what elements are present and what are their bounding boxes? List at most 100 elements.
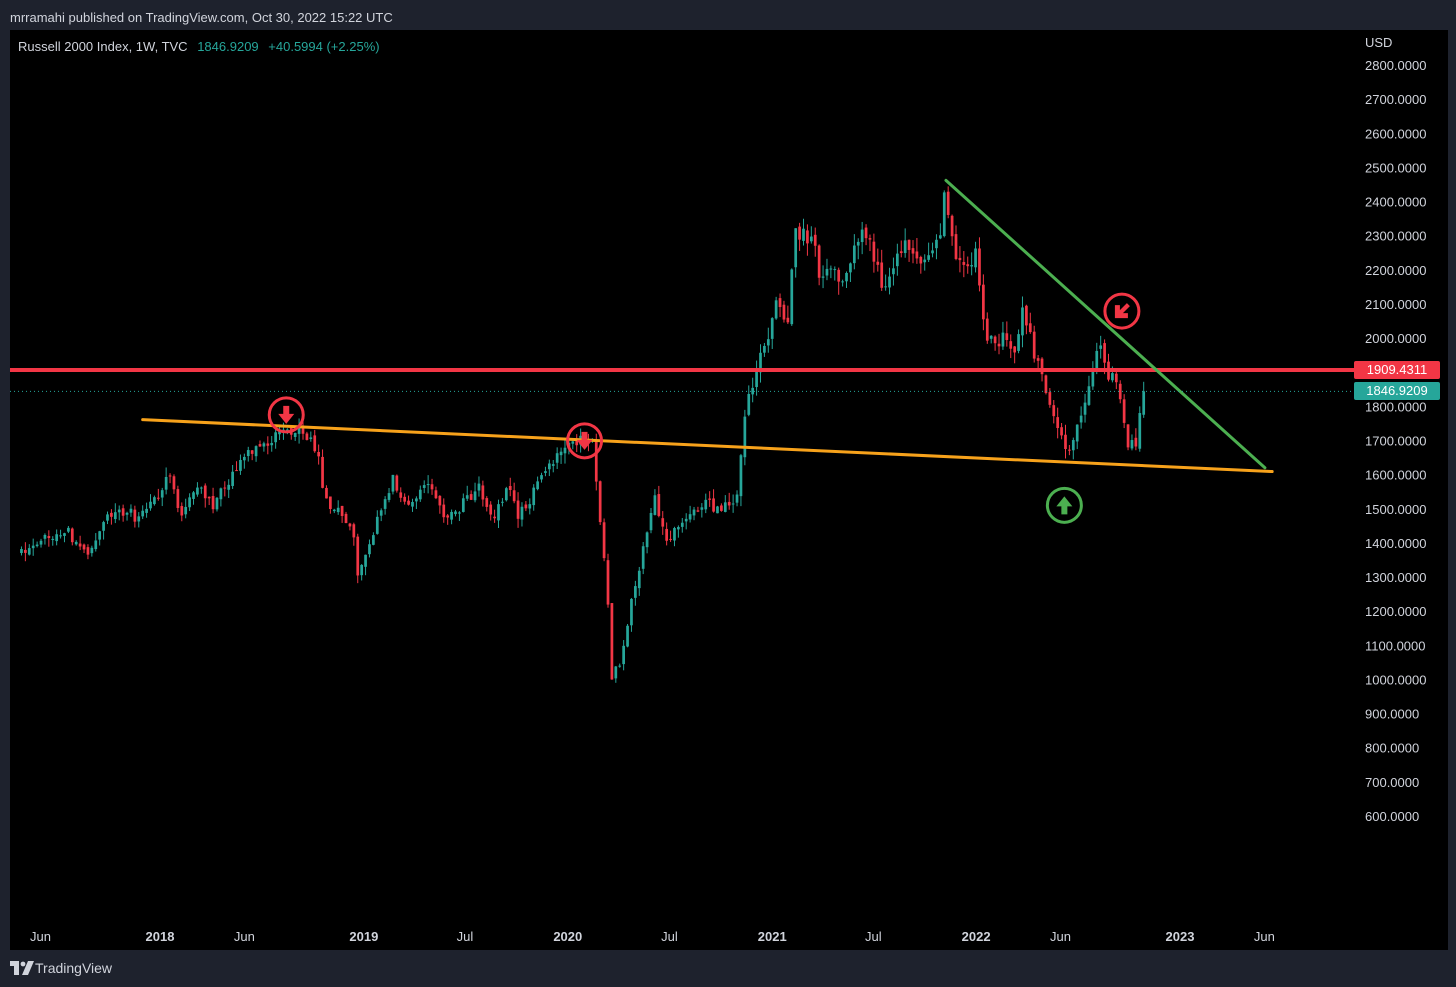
candle-body xyxy=(622,645,625,665)
chart-pane[interactable]: 2800.0000 2700.0000 2600.0000 2500.0000 2400… xyxy=(10,30,1448,950)
candle-body xyxy=(974,248,977,268)
candle-body xyxy=(450,511,453,520)
y-tick-label: 2300.0000 xyxy=(1365,229,1426,244)
candle-body xyxy=(532,487,536,506)
candle-body xyxy=(1118,383,1122,400)
candle-body xyxy=(751,387,755,395)
candle-body xyxy=(520,506,524,520)
candle-body xyxy=(364,554,367,567)
candle-body xyxy=(199,487,203,489)
candle-body xyxy=(231,471,234,486)
candle-body xyxy=(817,245,821,278)
candle-body xyxy=(508,486,512,490)
x-tick-label: 2019 xyxy=(349,929,378,944)
candle-body xyxy=(278,431,281,435)
resistance-price-tag: 1909.4311 xyxy=(1354,361,1440,379)
candle-body xyxy=(860,229,864,243)
candle-body xyxy=(133,509,137,522)
candle-body xyxy=(39,540,43,545)
candle-body xyxy=(950,215,954,237)
candle-body xyxy=(594,441,598,482)
candle-body xyxy=(274,432,277,443)
candle-body xyxy=(403,496,407,502)
candle-body xyxy=(763,345,766,353)
down-arrow-marker-2 xyxy=(566,422,604,460)
candle-body xyxy=(262,443,266,447)
candle-body xyxy=(301,427,305,434)
candle-body xyxy=(31,545,35,549)
y-tick-label: 1800.0000 xyxy=(1365,399,1426,414)
candle-body xyxy=(1142,391,1146,415)
candle-body xyxy=(434,490,438,499)
candle-body xyxy=(336,507,340,513)
candle-body xyxy=(1028,323,1032,333)
candle-body xyxy=(903,240,907,254)
candle-body xyxy=(309,437,313,439)
last-price-tag: 1846.9209 xyxy=(1354,382,1440,401)
candle-body xyxy=(880,262,884,288)
candle-body xyxy=(919,256,923,264)
candle-body xyxy=(782,304,786,320)
candle-body xyxy=(35,544,39,547)
price-chart[interactable]: 2800.0000 2700.0000 2600.0000 2500.0000 2400… xyxy=(10,30,1448,950)
y-tick-label: 1400.0000 xyxy=(1365,536,1426,551)
candle-body xyxy=(759,352,762,373)
candle-body xyxy=(1009,341,1013,349)
candle-body xyxy=(160,490,164,498)
candle-body xyxy=(489,504,493,515)
candle-body xyxy=(90,547,94,554)
candle-body xyxy=(305,433,309,440)
candle-body xyxy=(911,248,915,254)
candle-body xyxy=(1044,375,1048,393)
candle-body xyxy=(47,536,51,539)
candle-body xyxy=(790,269,794,325)
candle-body xyxy=(168,475,172,477)
candle-body xyxy=(372,535,375,545)
candle-body xyxy=(172,476,176,490)
candle-body xyxy=(67,527,70,532)
candle-body xyxy=(1114,373,1118,383)
candle-body xyxy=(899,251,903,254)
x-tick-label: Jul xyxy=(661,929,678,944)
candle-body xyxy=(227,484,231,490)
candle-body xyxy=(512,490,516,502)
candle-body xyxy=(340,505,344,516)
candle-body xyxy=(1040,358,1044,375)
candle-body xyxy=(634,586,637,598)
symbol-legend: Russell 2000 Index, 1W, TVC 1846.9209 +4… xyxy=(18,39,380,54)
y-tick-label: 2000.0000 xyxy=(1365,331,1426,346)
candle-body xyxy=(1122,399,1126,423)
candle-body xyxy=(219,488,223,500)
candle-body xyxy=(598,481,602,523)
up-arrow-marker xyxy=(1045,486,1083,524)
y-tick-label: 1500.0000 xyxy=(1365,502,1426,517)
candle-body xyxy=(368,544,371,555)
candle-body xyxy=(892,268,895,275)
candle-body xyxy=(223,487,227,489)
candle-body xyxy=(344,513,348,523)
candle-body xyxy=(1068,449,1071,451)
candle-body xyxy=(348,523,352,527)
candle-body xyxy=(407,500,410,505)
candle-body xyxy=(125,512,129,515)
candle-body xyxy=(430,484,434,490)
candle-body xyxy=(74,541,78,545)
candle-body xyxy=(989,335,993,339)
y-tick-label: 700.0000 xyxy=(1365,775,1419,790)
candle-body xyxy=(833,269,837,271)
candle-body xyxy=(203,485,207,499)
candle-body xyxy=(966,264,970,267)
candle-body xyxy=(806,230,809,244)
candle-body xyxy=(692,509,696,516)
candle-body xyxy=(20,549,23,554)
candle-body xyxy=(575,439,579,446)
candle-body xyxy=(477,483,481,491)
candle-body xyxy=(555,453,559,463)
candle-body xyxy=(1079,415,1083,423)
candle-body xyxy=(618,665,622,667)
candle-body xyxy=(469,494,473,500)
candle-body xyxy=(473,491,477,501)
candle-body xyxy=(24,549,27,553)
candle-body xyxy=(180,506,184,516)
candle-body xyxy=(102,522,105,531)
